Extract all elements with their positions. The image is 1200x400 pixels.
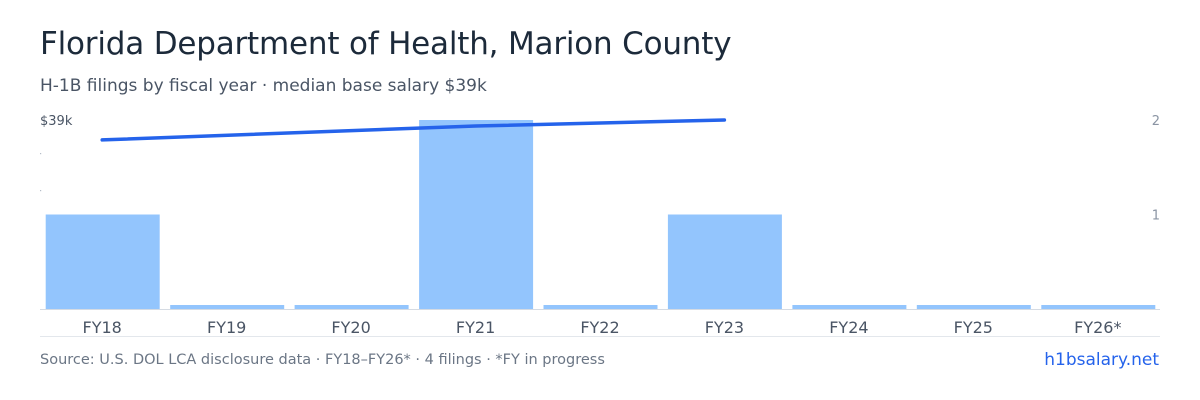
x-tick-label: FY21 — [456, 318, 495, 337]
bars — [45, 120, 1156, 309]
x-tick-label: FY24 — [829, 318, 868, 337]
bar-FY22 — [543, 305, 658, 309]
bar-FY26-star — [1041, 305, 1156, 309]
salary-line — [100, 118, 727, 142]
left-axis-tick: $39k — [40, 114, 73, 129]
bar-FY24 — [792, 305, 907, 309]
x-tick-label: FY26* — [1074, 318, 1121, 337]
left-axis-tick-mark — [40, 153, 42, 155]
x-axis-labels: FY18 FY19 FY20 FY21 FY22 FY23 FY24 FY25 FY26* — [83, 318, 1122, 337]
salary-line-path — [100, 118, 727, 142]
x-tick-label: FY23 — [705, 318, 744, 337]
bar-FY23 — [667, 214, 782, 309]
left-axis: $39k — [40, 114, 73, 192]
bar-FY18 — [45, 214, 160, 309]
chart-subtitle: H-1B filings by fiscal year · median bas… — [40, 76, 487, 96]
x-tick-label: FY18 — [83, 318, 122, 337]
bar-FY25 — [916, 305, 1031, 309]
bar-FY20 — [294, 305, 409, 309]
bar-FY21 — [419, 120, 534, 309]
site-link[interactable]: h1bsalary.net — [1044, 350, 1159, 370]
x-tick-label: FY19 — [207, 318, 246, 337]
x-tick-label: FY22 — [580, 318, 619, 337]
left-axis-tick-mark — [40, 190, 42, 192]
bar-FY19 — [170, 305, 285, 309]
right-axis-tick: 2 — [1152, 114, 1160, 129]
right-axis: 21 — [1152, 114, 1160, 224]
source-note: Source: U.S. DOL LCA disclosure data · F… — [40, 352, 605, 368]
chart-title: Florida Department of Health, Marion Cou… — [40, 26, 732, 62]
x-tick-label: FY20 — [331, 318, 370, 337]
x-tick-label: FY25 — [954, 318, 993, 337]
right-axis-tick: 1 — [1152, 209, 1160, 224]
